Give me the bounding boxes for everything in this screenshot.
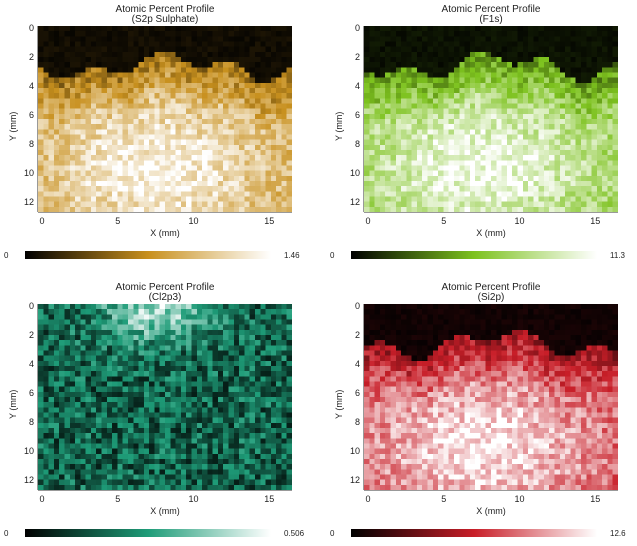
x-axis-label: X (mm) — [476, 228, 506, 238]
chart-subtitle: (F1s) — [479, 14, 503, 25]
x-axis-label: X (mm) — [476, 506, 506, 516]
chart-panel: Atomic Percent Profile (S2p Sulphate) 0 2 4 6… — [0, 0, 311, 268]
y-axis-label: Y (mm) — [8, 111, 18, 141]
y-tick-label: 12 — [349, 474, 360, 485]
y-tick-label: 2 — [354, 51, 360, 62]
colorbar — [25, 529, 271, 537]
y-axis-label: Y (mm) — [334, 389, 344, 419]
x-axis-label: X (mm) — [150, 506, 180, 516]
y-tick-label: 10 — [23, 445, 34, 456]
x-tick-label: 10 — [188, 494, 199, 504]
heatmap-canvas — [364, 26, 618, 212]
y-axis-label: Y (mm) — [8, 389, 18, 419]
colorbar-max-label: 0.506 — [284, 529, 305, 538]
chart-title: Atomic Percent Profile — [441, 4, 541, 15]
y-tick-label: 4 — [354, 358, 360, 369]
chart-subtitle: (S2p Sulphate) — [131, 14, 199, 25]
chart-title: Atomic Percent Profile — [115, 4, 215, 15]
y-axis-line — [37, 304, 38, 490]
y-tick-label: 6 — [28, 109, 34, 120]
x-axis-line — [364, 490, 618, 491]
y-tick-label: 0 — [354, 301, 360, 311]
y-tick-label: 4 — [354, 80, 360, 91]
y-tick-label: 12 — [23, 474, 34, 485]
chart-title: Atomic Percent Profile — [441, 282, 541, 293]
x-tick-label: 10 — [514, 216, 525, 226]
y-tick-label: 0 — [28, 301, 34, 311]
y-tick-label: 2 — [354, 329, 360, 340]
y-tick-label: 6 — [354, 109, 360, 120]
chart-subtitle: (Si2p) — [477, 292, 505, 303]
heatmap-area — [364, 304, 618, 490]
x-axis-line — [364, 212, 618, 213]
x-tick-label: 5 — [115, 494, 121, 504]
colorbar-max-label: 12.6 — [610, 529, 626, 538]
x-tick-label: 10 — [514, 494, 525, 504]
x-axis-line — [38, 490, 292, 491]
x-tick-label: 5 — [441, 494, 447, 504]
colorbar-min-label: 0 — [4, 529, 9, 538]
y-axis-label: Y (mm) — [334, 111, 344, 141]
y-tick-label: 8 — [354, 416, 360, 427]
y-axis-line — [363, 304, 364, 490]
chart-title: Atomic Percent Profile — [115, 282, 215, 293]
y-tick-label: 8 — [28, 138, 34, 149]
y-axis-line — [363, 26, 364, 212]
colorbar — [25, 251, 271, 259]
y-tick-label: 6 — [354, 387, 360, 398]
y-tick-label: 10 — [349, 445, 360, 456]
y-tick-label: 2 — [28, 329, 34, 340]
x-axis-line — [38, 212, 292, 213]
x-tick-label: 0 — [365, 494, 371, 504]
heatmap-area — [38, 304, 292, 490]
colorbar — [351, 529, 597, 537]
colorbar-min-label: 0 — [330, 251, 335, 260]
x-tick-label: 15 — [264, 494, 275, 504]
colorbar — [351, 251, 597, 259]
heatmap-canvas — [38, 304, 292, 490]
heatmap-canvas — [38, 26, 292, 212]
chart-panel: Atomic Percent Profile (Si2p) 0 2 4 6 8 10 12 0 5 1… — [326, 278, 637, 546]
x-tick-label: 15 — [590, 494, 601, 504]
colorbar-max-label: 11.3 — [610, 251, 625, 260]
colorbar-min-label: 0 — [4, 251, 9, 260]
x-tick-label: 5 — [115, 216, 121, 226]
y-tick-label: 12 — [349, 196, 360, 207]
chart-subtitle: (Cl2p3) — [148, 292, 182, 303]
y-tick-label: 10 — [23, 167, 34, 178]
x-tick-label: 5 — [441, 216, 447, 226]
y-tick-label: 6 — [28, 387, 34, 398]
y-axis-line — [37, 26, 38, 212]
x-tick-label: 15 — [264, 216, 275, 226]
x-tick-label: 0 — [365, 216, 371, 226]
heatmap-canvas — [364, 304, 618, 490]
y-tick-label: 4 — [28, 358, 34, 369]
y-tick-label: 10 — [349, 167, 360, 178]
colorbar-max-label: 1.46 — [284, 251, 300, 260]
heatmap-area — [38, 26, 292, 212]
x-axis-label: X (mm) — [150, 228, 180, 238]
chart-panel: Atomic Percent Profile (Cl2p3) 0 2 4 6 8 10 12 0 5… — [0, 278, 311, 546]
y-tick-label: 8 — [28, 416, 34, 427]
x-tick-label: 0 — [39, 494, 45, 504]
y-tick-label: 12 — [23, 196, 34, 207]
y-tick-label: 4 — [28, 80, 34, 91]
chart-panel: Atomic Percent Profile (F1s) 0 2 4 6 8 10 12 0 5 10… — [326, 0, 637, 268]
heatmap-area — [364, 26, 618, 212]
x-tick-label: 15 — [590, 216, 601, 226]
colorbar-min-label: 0 — [330, 529, 335, 538]
y-tick-label: 8 — [354, 138, 360, 149]
y-tick-label: 0 — [28, 23, 34, 33]
x-tick-label: 10 — [188, 216, 199, 226]
x-tick-label: 0 — [39, 216, 45, 226]
y-tick-label: 2 — [28, 51, 34, 62]
y-tick-label: 0 — [354, 23, 360, 33]
